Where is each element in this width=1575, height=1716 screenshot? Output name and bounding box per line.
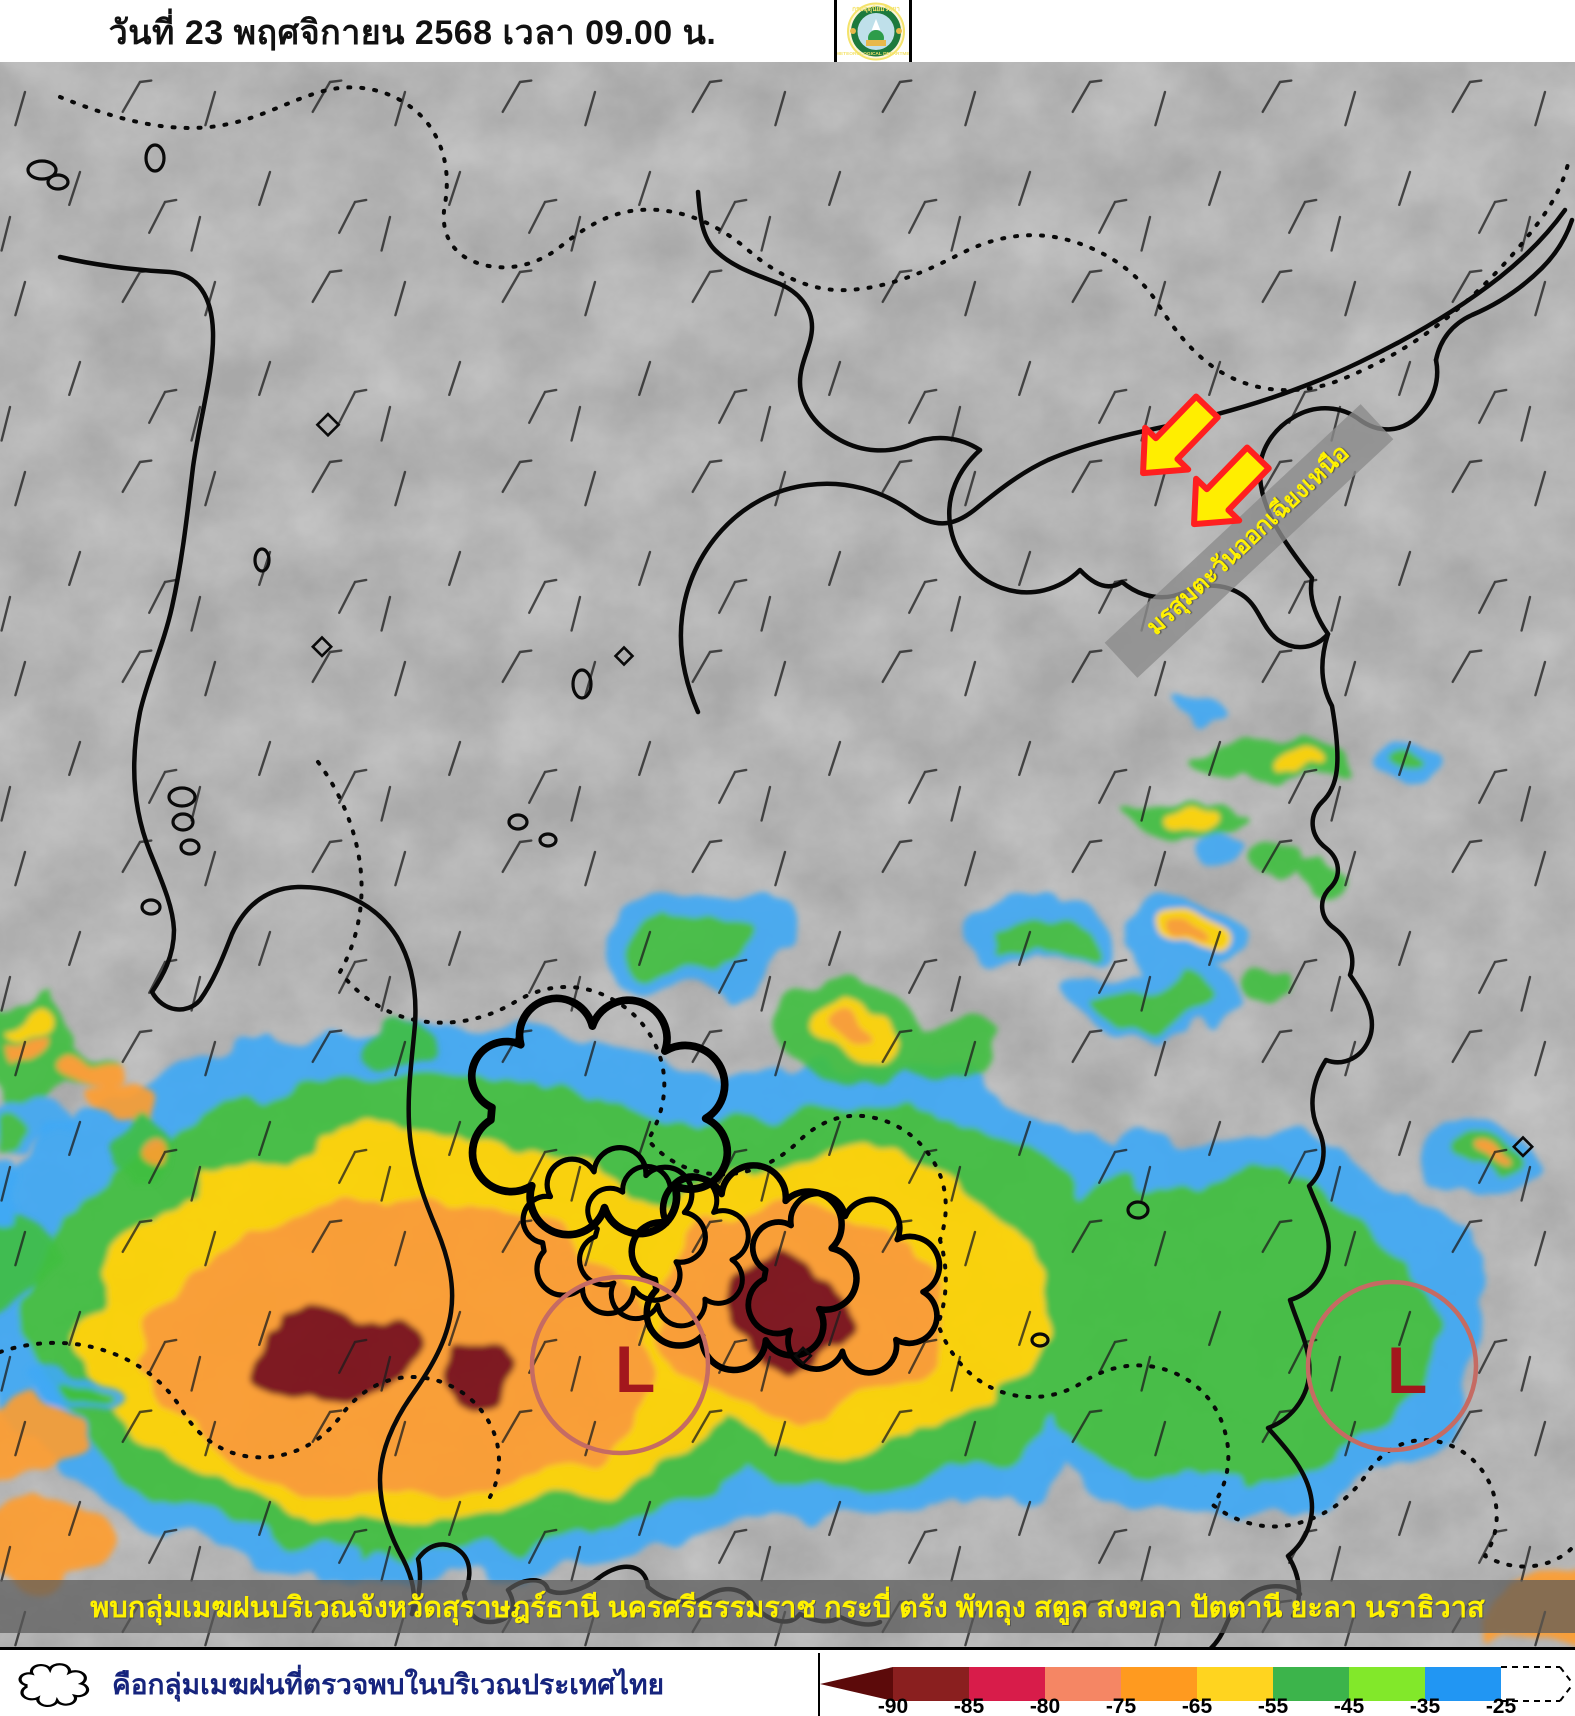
svg-text:-80: -80 [1030, 1695, 1060, 1716]
svg-text:-65: -65 [1182, 1695, 1213, 1716]
svg-text:-25: -25 [1486, 1695, 1517, 1716]
svg-text:-55: -55 [1258, 1695, 1289, 1716]
svg-text:-85: -85 [954, 1695, 985, 1716]
svg-text:กรมอุตุนิยมวิทยา: กรมอุตุนิยมวิทยา [852, 5, 900, 13]
svg-text:-90: -90 [878, 1695, 908, 1716]
svg-text:METEOROLOGICAL DEPARTMENT: METEOROLOGICAL DEPARTMENT [837, 51, 912, 57]
svg-text:-75: -75 [1106, 1695, 1137, 1716]
svg-text:-45: -45 [1334, 1695, 1365, 1716]
svg-text:L: L [615, 1332, 655, 1406]
svg-text:L: L [1387, 1333, 1427, 1407]
svg-text:-35: -35 [1410, 1695, 1441, 1716]
